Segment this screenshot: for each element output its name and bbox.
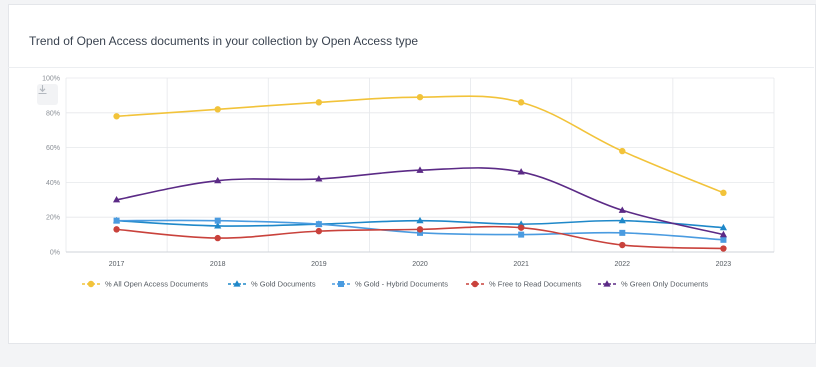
x-tick-label: 2021: [513, 261, 529, 268]
data-point[interactable]: [720, 245, 727, 252]
chart-card: [8, 4, 816, 344]
legend-label: % Free to Read Documents: [489, 280, 582, 289]
legend-item[interactable]: % Gold Documents: [228, 280, 316, 289]
legend-marker[interactable]: [87, 280, 95, 288]
data-point[interactable]: [214, 222, 222, 229]
data-point[interactable]: [517, 99, 525, 106]
data-point[interactable]: [214, 106, 221, 113]
data-point[interactable]: [315, 227, 323, 235]
x-tick-label: 2019: [311, 261, 327, 268]
data-point[interactable]: [518, 231, 525, 238]
x-tick-label: 2022: [614, 261, 630, 268]
y-tick-label: 40%: [46, 180, 60, 187]
data-point[interactable]: [315, 221, 322, 228]
legend-label: % Gold Documents: [251, 280, 316, 289]
y-tick-label: 0%: [50, 250, 60, 257]
data-point[interactable]: [719, 230, 728, 238]
data-point[interactable]: [517, 168, 525, 175]
data-point[interactable]: [315, 175, 323, 182]
data-point[interactable]: [720, 236, 727, 243]
legend-marker[interactable]: [233, 280, 241, 287]
data-point[interactable]: [619, 147, 626, 155]
legend-label: % Green Only Documents: [621, 280, 708, 289]
x-tick-label: 2020: [412, 261, 428, 268]
data-point[interactable]: [416, 93, 424, 101]
data-point[interactable]: [618, 216, 626, 224]
legend-item[interactable]: % Gold - Hybrid Documents: [332, 280, 448, 289]
legend-marker[interactable]: [603, 280, 611, 287]
legend-item[interactable]: % Free to Read Documents: [466, 280, 582, 289]
data-point[interactable]: [214, 176, 222, 184]
legend-label: % Gold - Hybrid Documents: [355, 280, 448, 289]
data-point[interactable]: [416, 216, 424, 224]
y-tick-label: 20%: [46, 215, 60, 222]
card-header: [8, 8, 814, 68]
data-point[interactable]: [214, 217, 221, 224]
legend-item[interactable]: % All Open Access Documents: [82, 280, 208, 289]
series-line: [116, 167, 724, 236]
data-point[interactable]: [417, 229, 423, 236]
download-glyph: [38, 85, 47, 95]
series-line: [116, 95, 724, 194]
data-point[interactable]: [112, 196, 121, 203]
x-tick-label: 2017: [109, 261, 125, 268]
y-tick-label: 80%: [46, 110, 60, 117]
data-point[interactable]: [619, 229, 626, 236]
data-point[interactable]: [113, 226, 120, 233]
x-tick-label: 2023: [716, 261, 732, 268]
data-point[interactable]: [113, 217, 120, 224]
legend-item[interactable]: % Green Only Documents: [598, 280, 708, 289]
legend-marker[interactable]: [338, 281, 344, 287]
data-point[interactable]: [214, 234, 221, 242]
y-tick-label: 60%: [46, 145, 60, 152]
download-icon[interactable]: [37, 84, 58, 105]
data-point[interactable]: [416, 166, 424, 173]
legend-label: % All Open Access Documents: [105, 280, 208, 289]
x-tick-label: 2018: [210, 261, 226, 268]
chart-title: Trend of Open Access documents in your c…: [29, 34, 419, 48]
y-tick-label: 100%: [42, 76, 60, 83]
data-point[interactable]: [719, 223, 728, 231]
data-point[interactable]: [517, 224, 525, 231]
data-point[interactable]: [416, 226, 424, 233]
data-point[interactable]: [619, 241, 626, 249]
data-point[interactable]: [720, 189, 727, 197]
page-background: [0, 344, 816, 367]
legend-marker[interactable]: [471, 280, 479, 288]
data-point[interactable]: [315, 99, 323, 106]
data-point[interactable]: [113, 113, 120, 120]
data-point[interactable]: [618, 206, 626, 213]
